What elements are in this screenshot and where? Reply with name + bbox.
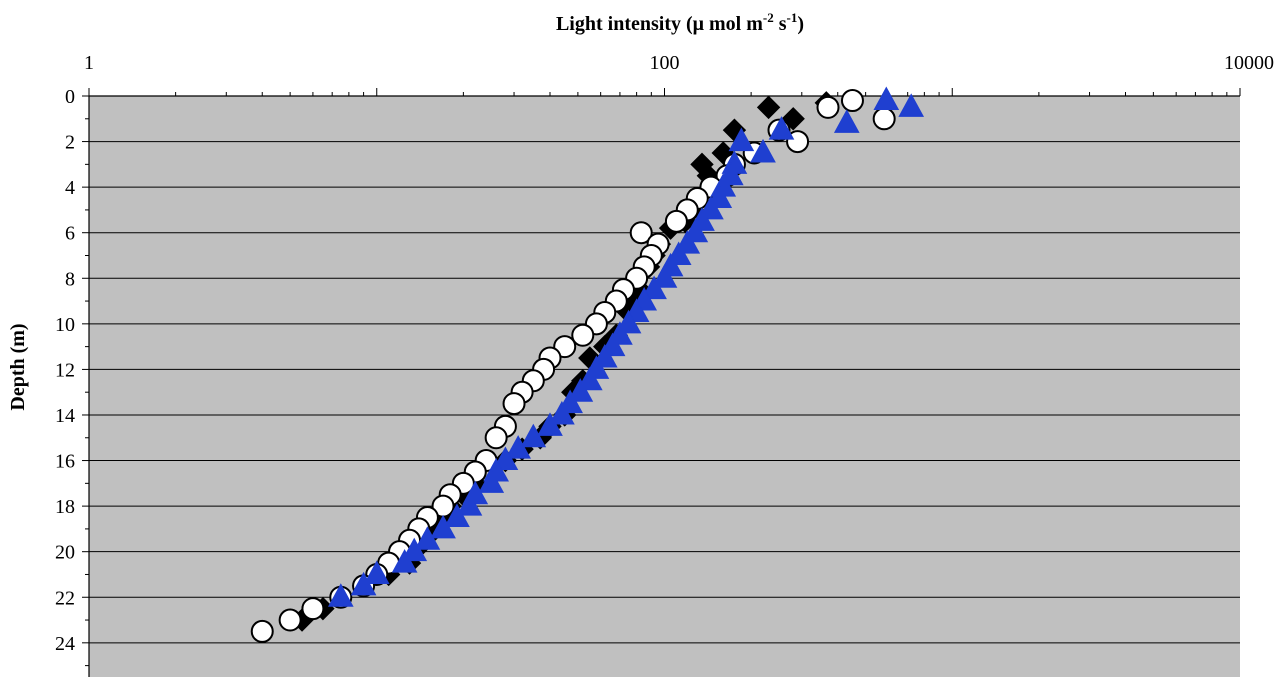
- y-tick-label: 0: [65, 86, 75, 108]
- data-point-triangle: [327, 583, 354, 607]
- data-point-triangle: [651, 264, 678, 288]
- x-axis-title: Light intensity (μ mol m-2 s-1): [556, 10, 804, 35]
- y-tick-label: 4: [65, 177, 75, 199]
- plot-background: [89, 96, 1240, 677]
- y-tick-label: 6: [65, 223, 75, 245]
- data-point-triangle: [391, 549, 418, 573]
- data-point-triangle: [728, 127, 755, 152]
- data-point-triangle: [576, 366, 603, 391]
- data-point-triangle: [549, 400, 575, 425]
- y-tick-label: 12: [55, 359, 75, 381]
- y-tick-label: 2: [65, 132, 75, 154]
- x-tick-label: 100: [650, 52, 680, 74]
- y-tick-label: 20: [55, 542, 75, 564]
- data-point-triangle: [567, 378, 594, 402]
- y-tick-label: 18: [55, 496, 75, 518]
- data-point-triangle: [898, 93, 925, 117]
- data-point-circle: [484, 426, 508, 450]
- data-point-triangle: [401, 537, 428, 562]
- data-point-circle: [301, 597, 325, 621]
- data-point-triangle: [350, 571, 377, 596]
- data-point-triangle: [414, 526, 441, 550]
- data-point-circle: [872, 107, 896, 131]
- data-point-circle: [664, 209, 688, 233]
- data-point-triangle: [456, 492, 483, 516]
- data-point-triangle: [768, 116, 795, 140]
- data-point-triangle: [430, 514, 456, 539]
- data-point-circle: [571, 323, 595, 347]
- data-point-triangle: [537, 412, 563, 436]
- x-tick-label: 1: [84, 52, 94, 74]
- y-tick-label: 8: [65, 268, 75, 290]
- data-point-triangle: [505, 435, 531, 459]
- x-tick-label: 10000: [1224, 52, 1274, 74]
- series-circle: [250, 89, 896, 643]
- data-point-triangle: [873, 86, 900, 111]
- data-point-triangle: [520, 423, 547, 448]
- data-point-circle: [629, 221, 653, 245]
- data-point-diamond: [756, 95, 781, 120]
- data-point-triangle: [750, 138, 776, 163]
- data-point-circle: [250, 619, 274, 643]
- y-axis-title: Depth (m): [7, 323, 29, 410]
- data-point-triangle: [363, 560, 390, 584]
- data-point-triangle: [478, 469, 505, 493]
- y-tick-label: 22: [55, 587, 75, 609]
- data-point-circle: [502, 392, 526, 416]
- data-point-triangle: [833, 109, 860, 133]
- y-tick-label: 10: [55, 314, 75, 336]
- data-point-circle: [816, 95, 840, 119]
- data-point-triangle: [444, 503, 470, 528]
- series-triangle: [327, 86, 925, 607]
- y-tick-label: 24: [55, 633, 75, 655]
- data-point-triangle: [641, 275, 667, 300]
- data-point-circle: [840, 89, 864, 113]
- y-tick-label: 14: [55, 405, 75, 427]
- y-tick-label: 16: [55, 451, 75, 473]
- data-point-circle: [278, 608, 302, 632]
